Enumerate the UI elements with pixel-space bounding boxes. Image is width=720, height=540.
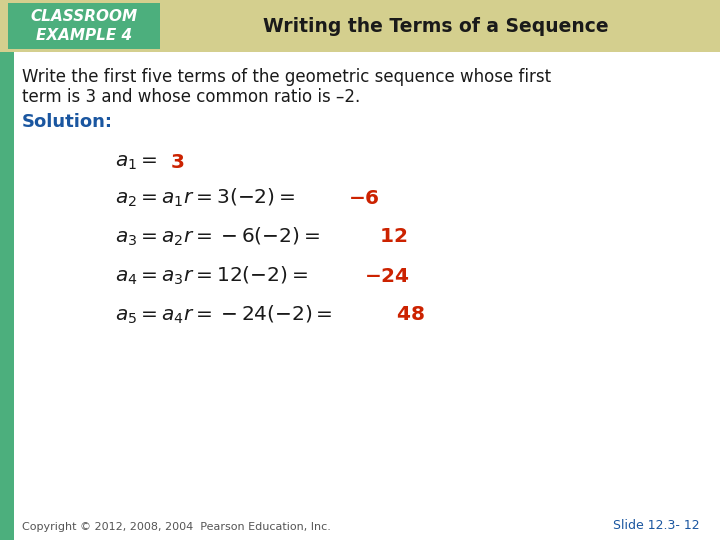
Text: $\mathit{a}_4 = \mathit{a}_3\mathit{r} = 12(-2) = $: $\mathit{a}_4 = \mathit{a}_3\mathit{r} =… xyxy=(115,265,308,287)
FancyBboxPatch shape xyxy=(0,52,14,540)
Text: Solution:: Solution: xyxy=(22,113,113,131)
Text: $\mathbf{12}$: $\mathbf{12}$ xyxy=(379,227,408,246)
Text: $\mathit{a}_1 = $: $\mathit{a}_1 = $ xyxy=(115,152,158,172)
Text: Copyright © 2012, 2008, 2004  Pearson Education, Inc.: Copyright © 2012, 2008, 2004 Pearson Edu… xyxy=(22,522,331,532)
Text: $\mathit{a}_3 = \mathit{a}_2\mathit{r} = -6(-2) = $: $\mathit{a}_3 = \mathit{a}_2\mathit{r} =… xyxy=(115,226,320,248)
Text: $\mathbf{-24}$: $\mathbf{-24}$ xyxy=(364,267,410,286)
Text: $\mathit{a}_5 = \mathit{a}_4\mathit{r} = -24(-2) = $: $\mathit{a}_5 = \mathit{a}_4\mathit{r} =… xyxy=(115,304,333,326)
Text: Writing the Terms of a Sequence: Writing the Terms of a Sequence xyxy=(264,17,609,36)
Text: CLASSROOM
EXAMPLE 4: CLASSROOM EXAMPLE 4 xyxy=(30,9,138,43)
Text: Slide 12.3- 12: Slide 12.3- 12 xyxy=(613,519,700,532)
Text: $\mathbf{48}$: $\mathbf{48}$ xyxy=(396,306,425,325)
Text: $\mathit{a}_2 = \mathit{a}_1\mathit{r} = 3(-2) = $: $\mathit{a}_2 = \mathit{a}_1\mathit{r} =… xyxy=(115,187,295,209)
FancyBboxPatch shape xyxy=(0,0,720,52)
Text: Write the first five terms of the geometric sequence whose first: Write the first five terms of the geomet… xyxy=(22,68,551,86)
Text: term is 3 and whose common ratio is –2.: term is 3 and whose common ratio is –2. xyxy=(22,88,360,106)
Text: $\mathbf{3}$: $\mathbf{3}$ xyxy=(170,152,184,172)
Text: $\mathbf{-6}$: $\mathbf{-6}$ xyxy=(348,188,379,207)
FancyBboxPatch shape xyxy=(8,3,160,49)
